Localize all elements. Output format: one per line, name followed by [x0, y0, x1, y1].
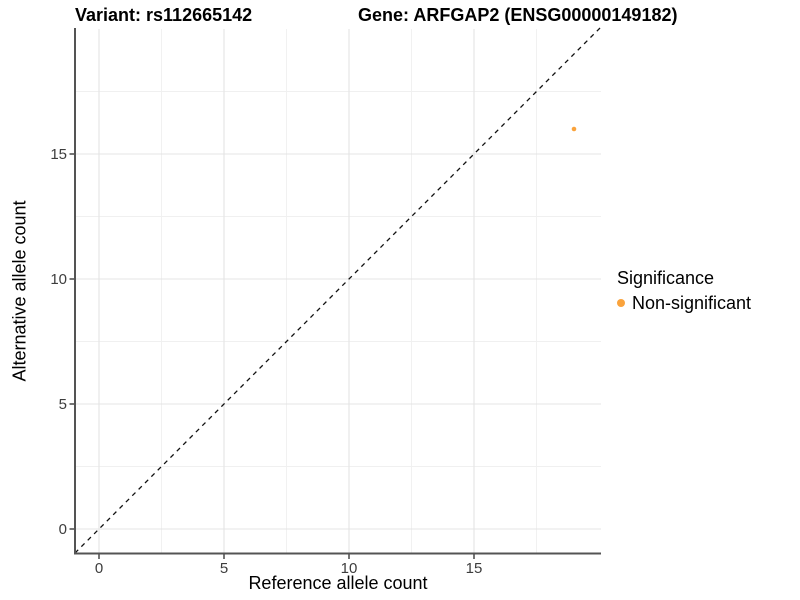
x-tick-label: 10 [341, 560, 358, 577]
legend-point-icon [617, 299, 625, 307]
y-tick-label: 10 [50, 271, 67, 288]
plot-title-variant: Variant: rs112665142 [75, 5, 253, 25]
y-tick-label: 5 [59, 396, 67, 413]
data-point [571, 126, 577, 132]
x-axis-title: Reference allele count [248, 573, 428, 593]
y-tick-label: 15 [50, 146, 67, 163]
legend: Significance Non-significant [617, 267, 751, 314]
y-axis-title: Alternative allele count [9, 200, 30, 382]
legend-item-label: Non-significant [632, 293, 752, 313]
identity-line [74, 27, 601, 554]
x-tick-label: 0 [95, 560, 103, 577]
plot-title-gene: Gene: ARFGAP2 (ENSG00000149182) [358, 5, 678, 25]
x-tick-label: 5 [220, 560, 228, 577]
x-tick-label: 15 [466, 560, 483, 577]
y-tick-label: 0 [59, 521, 67, 538]
legend-item: Non-significant [617, 292, 751, 314]
legend-title: Significance [617, 268, 715, 288]
